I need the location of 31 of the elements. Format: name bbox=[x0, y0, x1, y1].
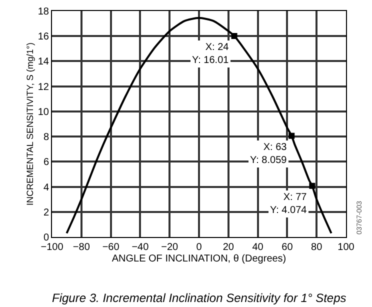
x-tick-label: −80 bbox=[72, 242, 90, 253]
x-tick-label: 40 bbox=[252, 242, 264, 253]
x-tick-label: 0 bbox=[196, 242, 202, 253]
y-tick-label: 6 bbox=[43, 157, 50, 168]
x-tick-label: −20 bbox=[161, 242, 179, 253]
y-tick-label: 2 bbox=[43, 207, 50, 218]
y-axis-title: INCREMENTAL SENSITIVITY, S (mg/1°) bbox=[25, 42, 36, 206]
point bbox=[231, 32, 238, 39]
y-tick-label: 4 bbox=[43, 182, 50, 194]
x-axis-title: ANGLE OF INCLINATION, θ (Degrees) bbox=[112, 254, 286, 264]
y-tick-label: 12 bbox=[38, 82, 50, 93]
y-tick-label: 14 bbox=[38, 56, 50, 68]
annotation: X: 77 Y: 4.074 bbox=[270, 192, 308, 216]
x-tick-label: 100 bbox=[338, 242, 355, 253]
x-tick-label: 80 bbox=[311, 242, 323, 253]
x-tick-label: −60 bbox=[102, 242, 120, 253]
x-tick-label: −40 bbox=[132, 242, 150, 253]
y-tick-label: 0 bbox=[43, 232, 50, 244]
line-series bbox=[66, 16, 332, 234]
x-tick-label: 20 bbox=[222, 242, 234, 253]
y-tick-label: 10 bbox=[38, 106, 50, 118]
y-tick-label: 16 bbox=[38, 32, 50, 43]
point bbox=[288, 132, 295, 139]
text: Figure 3. Incremental Inclination Sensitivity for 1° Steps bbox=[52, 291, 346, 305]
annotation: X: 63 Y: 8.059 bbox=[250, 142, 288, 166]
point bbox=[309, 182, 316, 189]
annotation: X: 24 Y: 16.01 bbox=[192, 42, 230, 66]
x-tick-label: −100 bbox=[40, 242, 64, 253]
y-tick-label: 8 bbox=[43, 132, 50, 144]
y-tick-label: 18 bbox=[38, 6, 50, 18]
x-tick-label: 60 bbox=[282, 242, 294, 253]
